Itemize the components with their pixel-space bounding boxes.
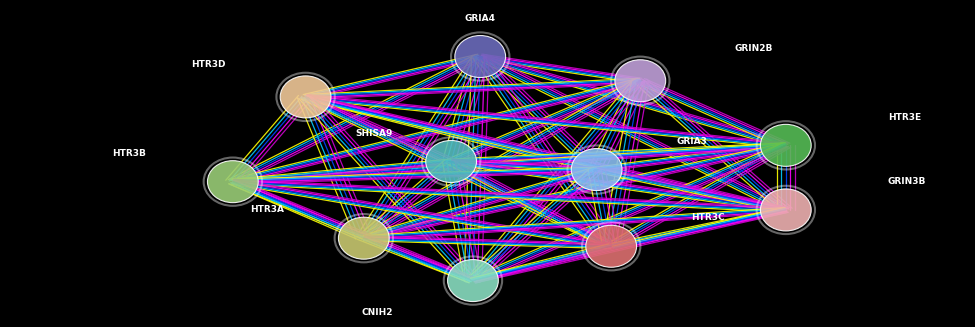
Text: GRIN2B: GRIN2B <box>735 44 773 53</box>
Ellipse shape <box>426 141 477 182</box>
Text: HTR3B: HTR3B <box>112 149 145 158</box>
Ellipse shape <box>448 260 498 301</box>
Ellipse shape <box>571 148 622 191</box>
Text: HTR3E: HTR3E <box>887 112 920 122</box>
Text: GRIN3B: GRIN3B <box>887 177 926 186</box>
Text: GRIA3: GRIA3 <box>677 137 708 146</box>
Text: GRIA4: GRIA4 <box>465 14 495 23</box>
Ellipse shape <box>760 124 811 166</box>
Text: SHISA9: SHISA9 <box>356 129 393 138</box>
Text: HTR3A: HTR3A <box>250 205 284 215</box>
Ellipse shape <box>338 217 389 259</box>
Text: CNIH2: CNIH2 <box>362 308 393 318</box>
Ellipse shape <box>455 36 506 77</box>
Ellipse shape <box>208 161 258 203</box>
Text: HTR3C: HTR3C <box>691 214 724 222</box>
Ellipse shape <box>586 225 637 267</box>
Ellipse shape <box>280 76 331 118</box>
Text: HTR3D: HTR3D <box>191 60 225 69</box>
Ellipse shape <box>615 60 666 102</box>
Ellipse shape <box>760 189 811 231</box>
